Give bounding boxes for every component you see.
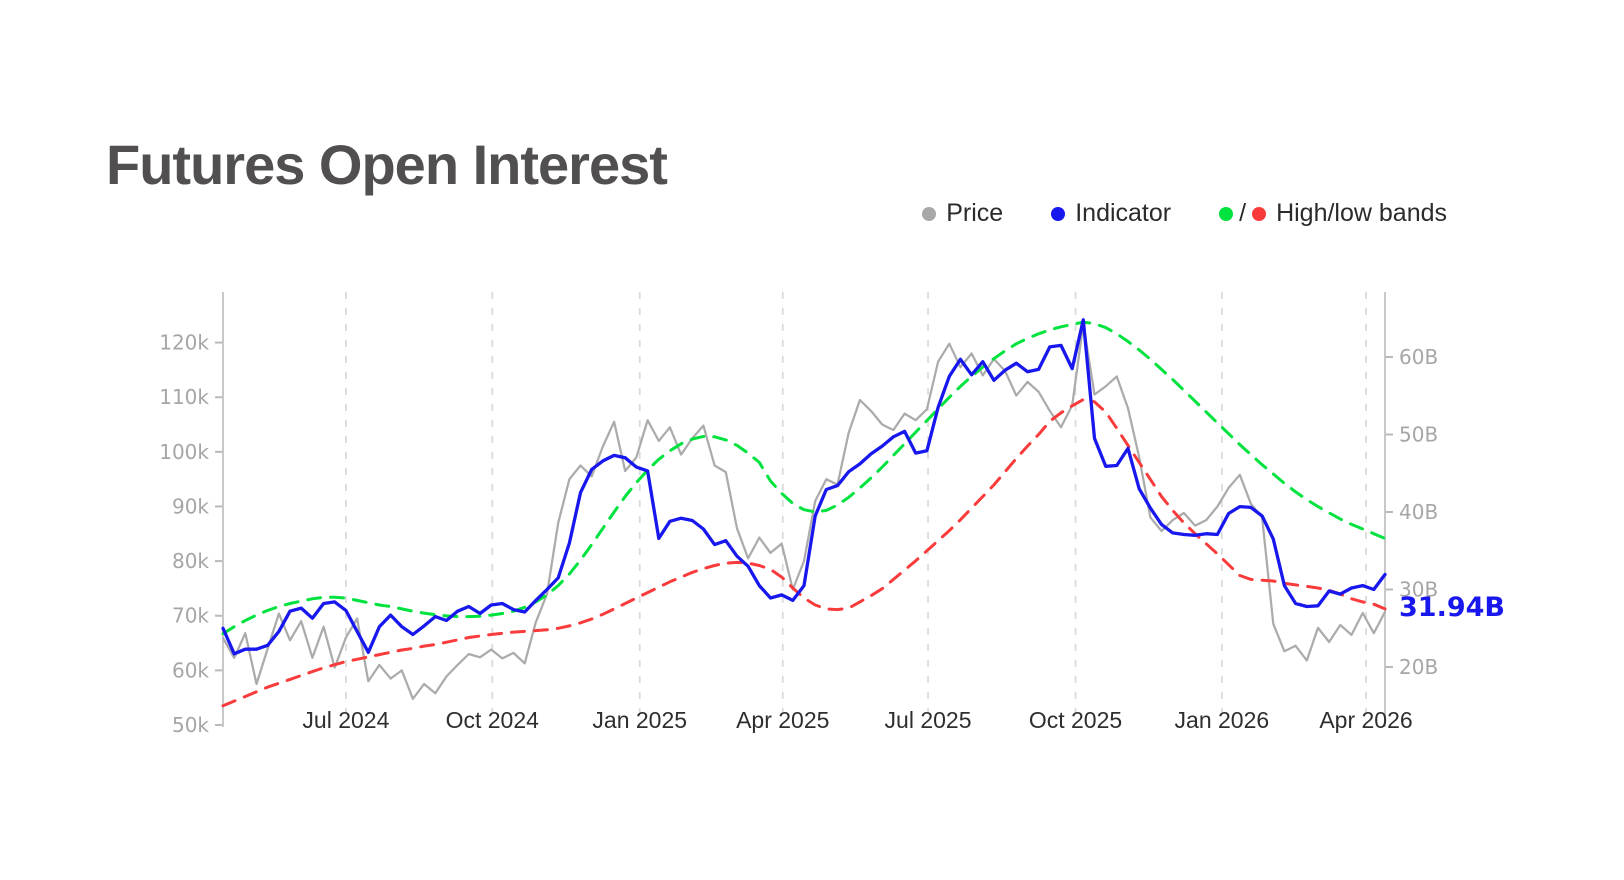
left-axis-tick-90k: 90k — [172, 494, 209, 518]
right-axis-tick-60B: 60B — [1399, 345, 1438, 369]
left-axis-tick-120k: 120k — [159, 331, 209, 355]
indicator-dot-icon — [1051, 206, 1066, 221]
indicator-line — [221, 318, 1387, 656]
left-axis-tick-100k: 100k — [159, 440, 209, 464]
legend-slash: / — [1239, 199, 1247, 227]
x-axis-tick-oct-2025: Oct 2025 — [1029, 707, 1122, 733]
high-band-line — [221, 320, 1387, 636]
chart-legend: Price Indicator / High/low bands — [922, 199, 1447, 228]
legend-label-indicator: Indicator — [1075, 199, 1172, 227]
price-dot-icon — [922, 206, 937, 221]
x-axis-tick-jul-2025: Jul 2025 — [885, 707, 972, 733]
indicator-current-value-label: 31.94B — [1399, 592, 1505, 623]
right-axis-tick-40B: 40B — [1399, 500, 1438, 524]
x-axis-tick-oct-2024: Oct 2024 — [446, 707, 540, 733]
legend-label-price: Price — [946, 199, 1004, 227]
x-axis-tick-apr-2026: Apr 2026 — [1319, 707, 1412, 733]
x-axis-tick-jan-2025: Jan 2025 — [592, 707, 687, 733]
legend-item-indicator[interactable]: Indicator — [1051, 199, 1171, 228]
low-band-dot-icon — [1252, 206, 1267, 221]
x-axis-tick-jan-2026: Jan 2026 — [1175, 707, 1270, 733]
right-axis-tick-20B: 20B — [1399, 655, 1438, 679]
x-axis-tick-apr-2025: Apr 2025 — [736, 707, 829, 733]
high-band-dot-icon — [1219, 206, 1234, 221]
left-axis-tick-50k: 50k — [172, 713, 209, 737]
legend-label-bands: High/low bands — [1276, 199, 1447, 227]
left-axis-tick-80k: 80k — [172, 549, 209, 573]
right-axis-tick-30B: 30B — [1399, 578, 1438, 602]
right-axis-tick-50B: 50B — [1399, 423, 1438, 447]
legend-item-price[interactable]: Price — [922, 199, 1003, 228]
left-axis-tick-110k: 110k — [159, 385, 209, 409]
x-axis-tick-jul-2024: Jul 2024 — [302, 707, 389, 733]
left-axis-tick-70k: 70k — [172, 604, 209, 628]
page-title: Futures Open Interest — [106, 132, 668, 196]
left-axis-tick-60k: 60k — [172, 658, 209, 682]
low-band-line — [221, 398, 1387, 708]
price-line — [221, 322, 1387, 700]
legend-item-bands[interactable]: / High/low bands — [1219, 199, 1447, 228]
